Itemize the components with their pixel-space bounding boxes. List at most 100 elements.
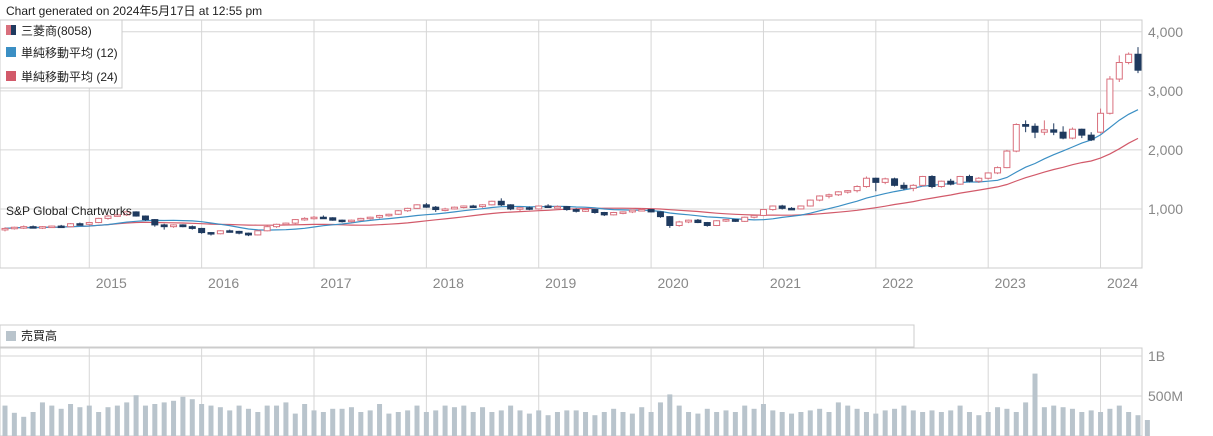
- candle-body: [1125, 53, 1133, 64]
- volume-bar: [517, 410, 523, 436]
- candle-body: [282, 222, 290, 226]
- candle-body: [1115, 62, 1123, 80]
- candle-body: [600, 211, 608, 216]
- candle-body: [647, 209, 655, 213]
- legend-item-stock[interactable]: 三菱商(8058): [6, 23, 92, 38]
- candle-body: [947, 180, 955, 185]
- volume-bar: [564, 410, 570, 436]
- volume-bar: [545, 415, 551, 436]
- candle-body: [638, 209, 646, 212]
- candle-up-swatch: [6, 25, 11, 35]
- price-y-tick-label: 4,000: [1148, 24, 1183, 40]
- candle-body: [797, 205, 805, 210]
- volume-bar: [526, 413, 532, 436]
- candle-body: [310, 216, 318, 220]
- candle-body: [900, 184, 908, 189]
- volume-bar: [180, 396, 186, 436]
- candle-body: [357, 217, 365, 221]
- candle-body: [909, 184, 917, 189]
- candle-body: [563, 206, 571, 211]
- volume-bar: [620, 412, 626, 436]
- volume-bar: [826, 412, 832, 436]
- volume-bar: [938, 412, 944, 436]
- volume-bar: [1032, 373, 1038, 436]
- x-ticks: 2015 2016 2017 2018 2019 2020 2021 2022 2023 2024: [96, 275, 1139, 291]
- volume-legend-label: 売買高: [21, 328, 57, 343]
- candle-body: [38, 226, 46, 229]
- volume-bar: [929, 410, 935, 436]
- candle-body: [385, 213, 393, 217]
- volume-bar: [714, 412, 720, 436]
- volume-bar: [96, 412, 102, 436]
- volume-bar: [845, 405, 851, 436]
- candle-body: [123, 211, 131, 216]
- candle-body: [151, 219, 159, 226]
- candle-body: [216, 230, 224, 235]
- volume-bar: [1107, 408, 1113, 436]
- legend-item-sma24[interactable]: 単純移動平均 (24): [6, 70, 118, 84]
- volume-bar: [1069, 408, 1075, 436]
- legend-label-sma24: 単純移動平均 (24): [21, 70, 118, 84]
- candle-body: [1022, 124, 1030, 127]
- candle-body: [441, 208, 449, 211]
- volume-bar: [264, 405, 270, 436]
- candle-body: [759, 209, 767, 216]
- candle-body: [1031, 125, 1039, 133]
- watermark: S&P Global Chartworks: [6, 204, 132, 218]
- candle-body: [862, 177, 870, 188]
- candle-body: [29, 226, 37, 229]
- volume-bar: [348, 407, 354, 436]
- volume-bar: [86, 405, 92, 436]
- volume-bar: [114, 405, 120, 436]
- volume-swatch: [6, 331, 16, 341]
- volume-bar: [423, 412, 429, 436]
- volume-bar: [320, 412, 326, 436]
- candle-body: [263, 226, 271, 232]
- candle-body: [329, 217, 337, 221]
- candle-body: [291, 219, 299, 224]
- volume-bar: [217, 407, 223, 436]
- volume-bar: [985, 412, 991, 436]
- candle-body: [376, 214, 384, 218]
- volume-y-tick-label: 1B: [1148, 348, 1165, 364]
- volume-bar: [311, 410, 317, 436]
- candle-body: [141, 215, 149, 221]
- volume-bar: [770, 410, 776, 436]
- volume-bar: [39, 402, 45, 436]
- candle-body: [254, 230, 262, 236]
- candle-body: [450, 206, 458, 210]
- sma24-swatch: [6, 71, 16, 81]
- volume-bar: [442, 405, 448, 436]
- candle-body: [76, 223, 84, 226]
- volume-bar: [30, 412, 36, 436]
- candle-body: [685, 219, 693, 223]
- volume-bar: [339, 408, 345, 436]
- volume-bar: [480, 407, 486, 436]
- legend-label-stock: 三菱商(8058): [21, 23, 92, 38]
- legend-item-sma12[interactable]: 単純移動平均 (12): [6, 46, 118, 60]
- volume-bar: [1126, 412, 1132, 436]
- volume-bar: [976, 415, 982, 436]
- x-tick-label: 2018: [433, 275, 464, 291]
- candle-body: [347, 219, 355, 223]
- volume-bar: [760, 404, 766, 436]
- candle-body: [188, 226, 196, 229]
- x-tick-label: 2015: [96, 275, 127, 291]
- volume-bars: [2, 373, 1150, 436]
- volume-bar: [358, 412, 364, 436]
- candle-body: [170, 224, 178, 228]
- volume-bar: [1013, 412, 1019, 436]
- candle-body: [319, 216, 327, 220]
- volume-bar: [601, 412, 607, 436]
- volume-bar: [536, 410, 542, 436]
- candle-body: [731, 219, 739, 222]
- candle-body: [1068, 128, 1076, 139]
- volume-legend: 売買高: [0, 324, 915, 348]
- volume-bar: [2, 405, 8, 436]
- volume-bar: [302, 404, 308, 436]
- candle-body: [1003, 150, 1011, 169]
- candle-body: [235, 230, 243, 234]
- volume-bar: [1079, 412, 1085, 436]
- candle-body: [394, 210, 402, 215]
- x-tick-label: 2016: [208, 275, 239, 291]
